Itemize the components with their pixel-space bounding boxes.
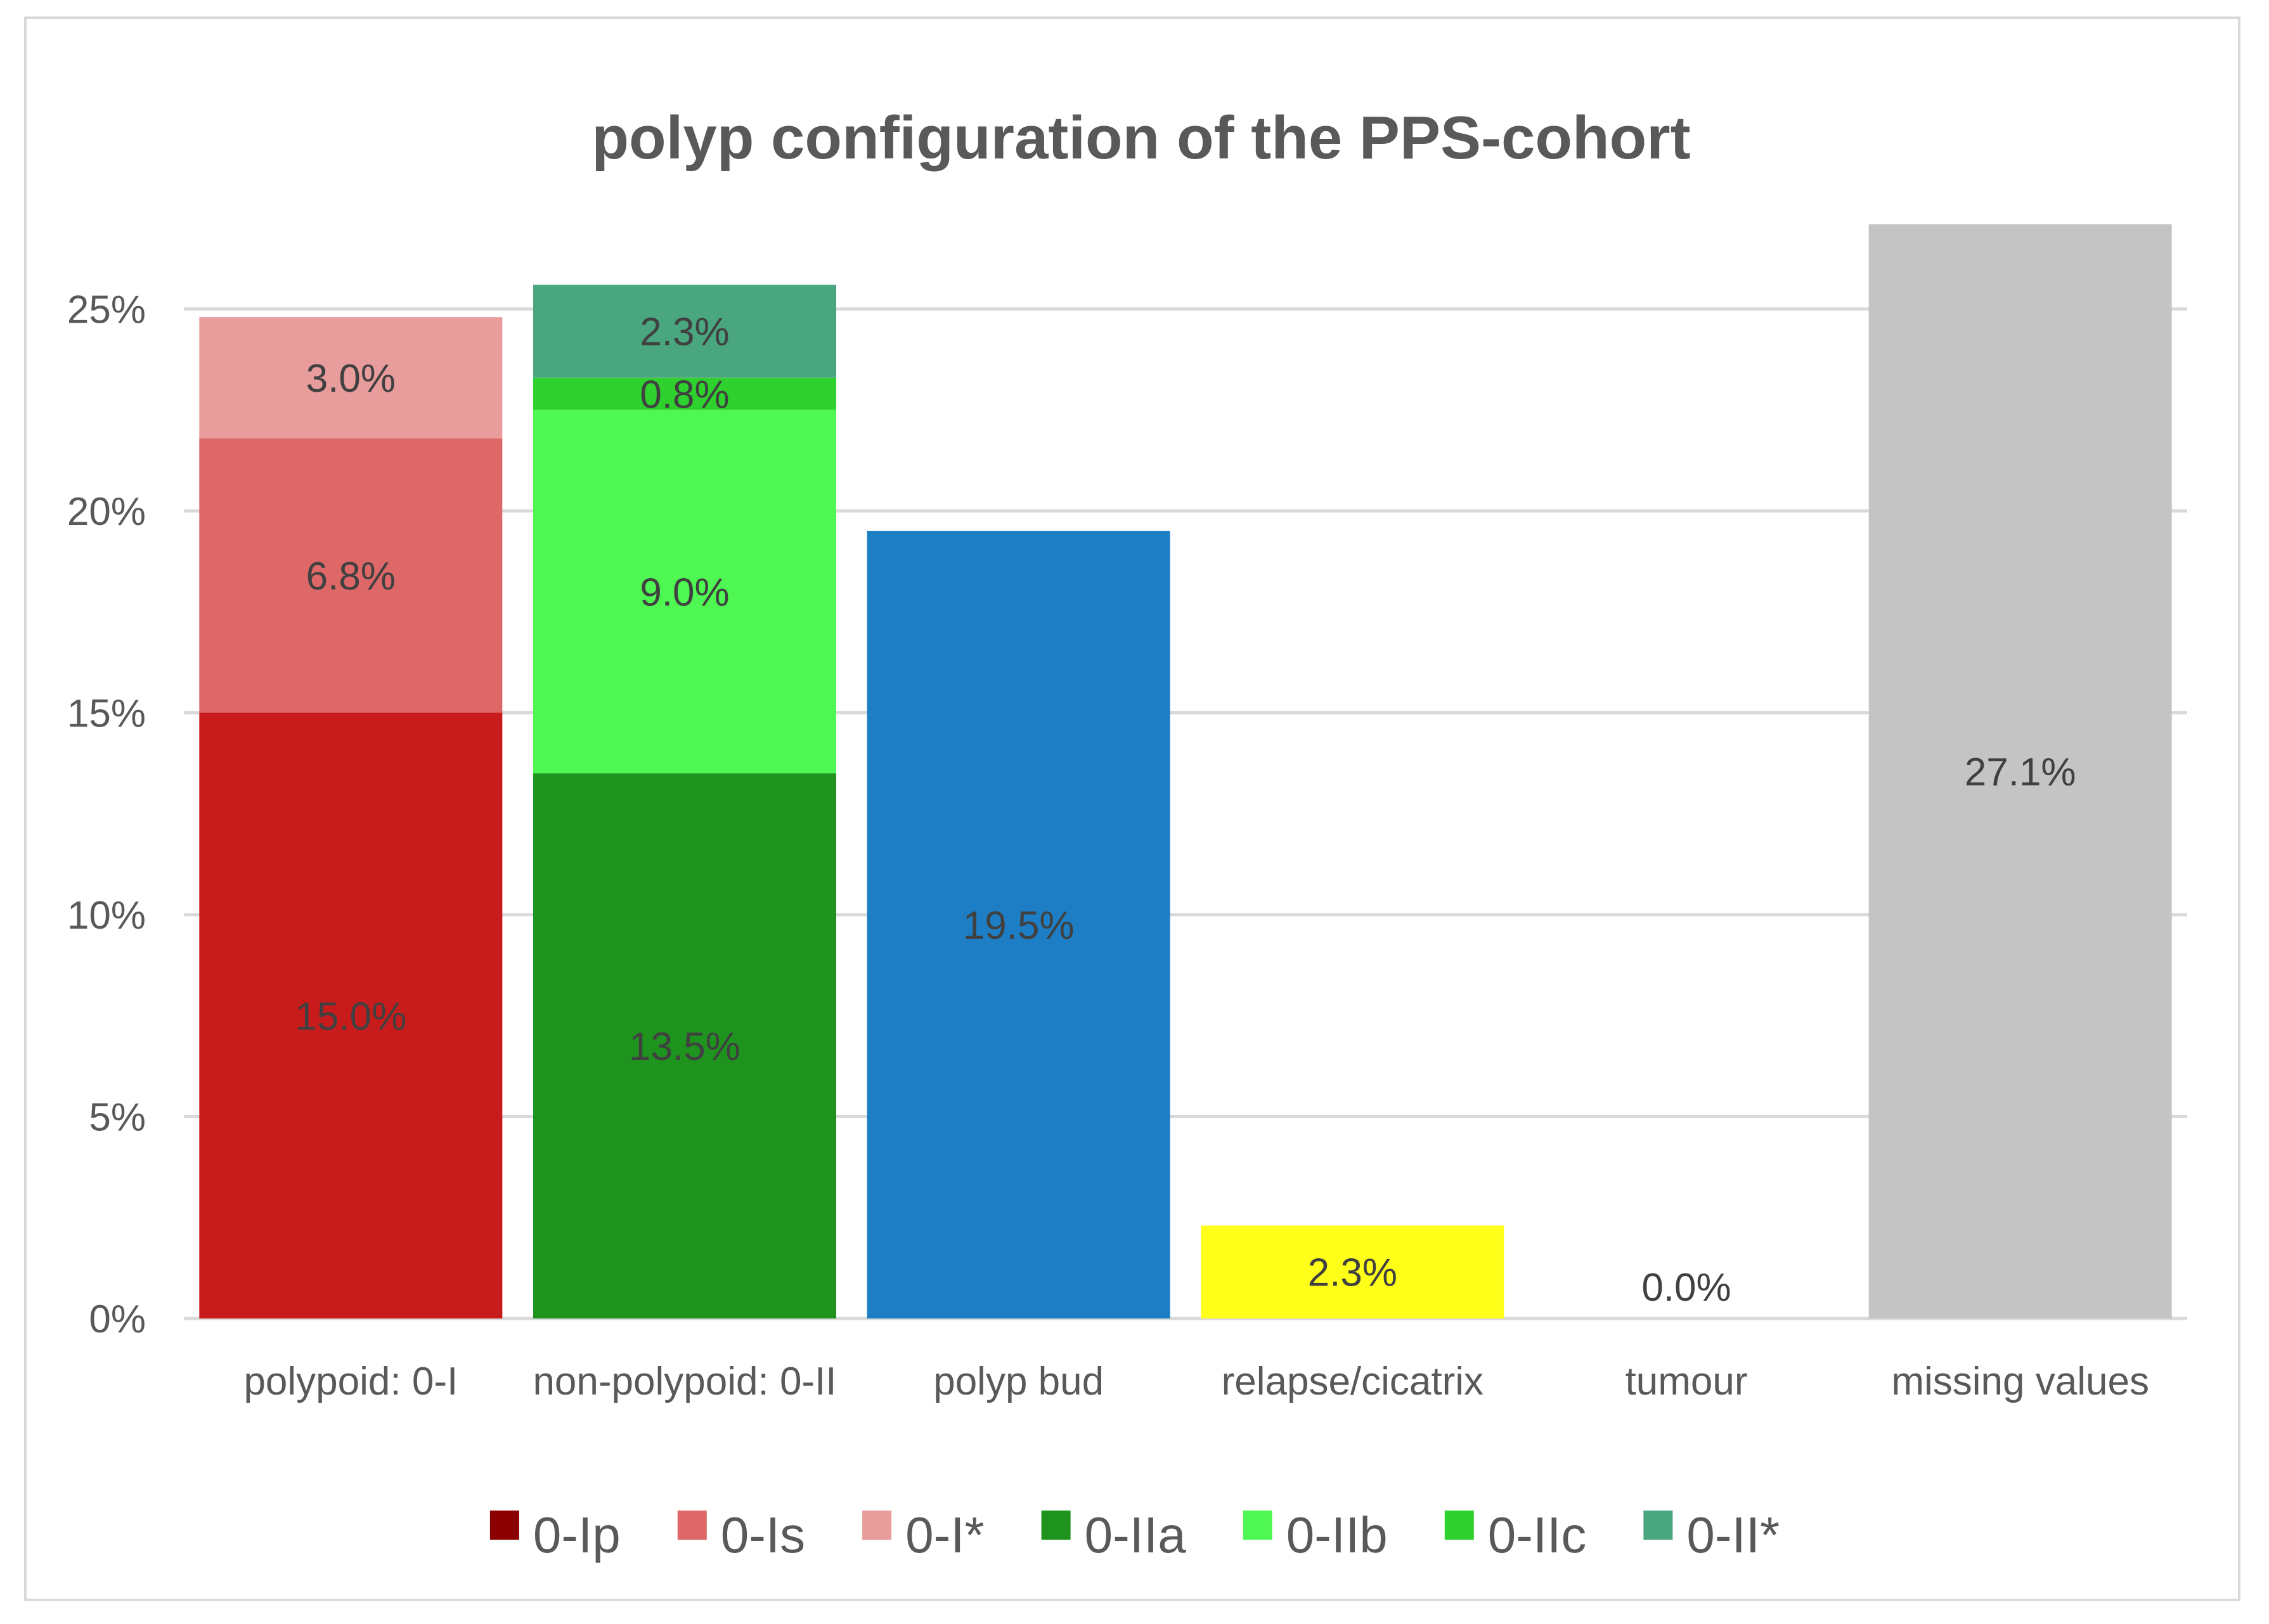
- x-tick-label-polyp-bud: polyp bud: [933, 1360, 1104, 1403]
- legend-swatch: [1444, 1511, 1474, 1540]
- legend-label: 0-II*: [1686, 1507, 1780, 1563]
- bar-polypoid-0-i-0-is: [199, 438, 503, 713]
- legend-swatch: [1643, 1511, 1673, 1540]
- legend: 0-Ip 0-Is 0-I* 0-IIa 0-IIb 0-IIc 0-II*: [489, 1507, 1780, 1563]
- legend-swatch: [1243, 1511, 1272, 1540]
- data-label-polypoid-0-i-0-is: 6.8%: [306, 555, 396, 598]
- legend-swatch: [677, 1511, 707, 1540]
- legend-label: 0-IIc: [1488, 1507, 1587, 1563]
- legend-item-0-i: 0-I*: [862, 1507, 985, 1563]
- data-label-non-polypoid-0-ii-0-iib: 9.0%: [640, 570, 729, 614]
- y-tick-label: 10%: [67, 894, 146, 938]
- x-tick-label-missing-values: missing values: [1891, 1360, 2149, 1403]
- x-axis: polypoid: 0-I non-polypoid: 0-II polyp bud…: [243, 1360, 2149, 1403]
- gridlines: [184, 307, 2187, 1320]
- x-tick-label-relapse-cicatrix: relapse/cicatrix: [1222, 1360, 1484, 1403]
- legend-swatch: [1041, 1511, 1071, 1540]
- legend-item-0-ii: 0-II*: [1643, 1507, 1780, 1563]
- legend-label: 0-Ip: [533, 1507, 621, 1563]
- data-label-polypoid-0-i-0-i: 3.0%: [306, 357, 396, 401]
- y-tick-label: 20%: [67, 490, 146, 534]
- data-label-missing-values-missing-values: 27.1%: [1965, 751, 2076, 794]
- legend-swatch: [862, 1511, 892, 1540]
- bars: [199, 224, 2172, 1319]
- legend-label: 0-IIa: [1085, 1507, 1187, 1563]
- y-tick-label: 5%: [89, 1096, 146, 1140]
- bar-non-polypoid-0-ii-0-ii: [533, 285, 836, 378]
- x-tick-label-non-polypoid-0-ii: non-polypoid: 0-II: [533, 1360, 836, 1403]
- legend-item-0-iib: 0-IIb: [1243, 1507, 1388, 1563]
- legend-item-0-ip: 0-Ip: [489, 1507, 621, 1563]
- bar-polypoid-0-i-0-ip: [199, 712, 503, 1318]
- y-tick-label: 0%: [89, 1298, 146, 1341]
- data-label-non-polypoid-0-ii-0-iia: 13.5%: [629, 1025, 740, 1069]
- legend-label: 0-IIb: [1286, 1507, 1388, 1563]
- y-tick-label: 25%: [67, 288, 146, 332]
- legend-item-0-is: 0-Is: [677, 1507, 805, 1563]
- data-label-non-polypoid-0-ii-0-ii: 2.3%: [640, 311, 729, 354]
- data-labels: 15.0% 6.8% 3.0% 13.5% 9.0% 0.8% 2.3% 19.5% 2.3% 0…: [295, 311, 2076, 1310]
- bar-polyp-bud-polyp-bud: [867, 531, 1170, 1318]
- data-label-polypoid-0-i-0-ip: 15.0%: [295, 995, 406, 1038]
- bar-relapse-cicatrix-relapse-cicatrix: [1201, 1225, 1504, 1318]
- bar-non-polypoid-0-ii-0-iib: [533, 409, 836, 774]
- legend-label: 0-I*: [905, 1507, 985, 1563]
- legend-swatch: [489, 1511, 519, 1540]
- data-label-relapse-cicatrix-relapse-cicatrix: 2.3%: [1308, 1251, 1397, 1295]
- data-label-tumour-tumour: 0.0%: [1641, 1266, 1731, 1310]
- data-label-polyp-bud-polyp-bud: 19.5%: [963, 904, 1075, 948]
- bar-non-polypoid-0-ii-0-iic: [533, 377, 836, 410]
- bar-missing-values-missing-values: [1868, 224, 2172, 1319]
- legend-item-0-iia: 0-IIa: [1041, 1507, 1187, 1563]
- data-label-non-polypoid-0-ii-0-iic: 0.8%: [640, 373, 729, 416]
- legend-item-0-iic: 0-IIc: [1444, 1507, 1587, 1563]
- x-tick-label-tumour: tumour: [1626, 1360, 1748, 1403]
- y-axis: 0% 5% 10% 15% 20% 25%: [67, 288, 146, 1342]
- legend-label: 0-Is: [721, 1507, 805, 1563]
- bar-non-polypoid-0-ii-0-iia: [533, 773, 836, 1318]
- x-tick-label-polypoid-0-i: polypoid: 0-I: [243, 1360, 458, 1403]
- bar-polypoid-0-i-0-i: [199, 317, 503, 439]
- y-tick-label: 15%: [67, 692, 146, 736]
- chart-title: polyp configuration of the PPS-cohort: [591, 104, 1690, 172]
